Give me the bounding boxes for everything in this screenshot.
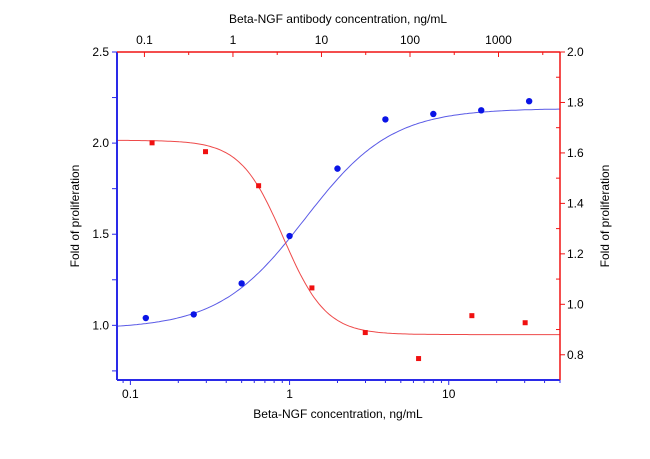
data-point-series-1 — [256, 183, 262, 189]
y-right-tick-label: 1.6 — [567, 146, 584, 160]
data-point-series-1 — [203, 149, 209, 155]
data-point-series-0 — [238, 280, 245, 287]
y-right-axis-title: Fold of proliferation — [598, 165, 612, 268]
x-top-tick-label: 100 — [400, 33, 420, 47]
y-left-tick-label: 1.0 — [92, 318, 109, 332]
x-top-tick-label: 1 — [230, 33, 237, 47]
data-point-series-1 — [416, 356, 422, 362]
x-top-tick-label: 1000 — [485, 33, 512, 47]
fit-curves — [116, 108, 560, 336]
data-point-series-1 — [469, 313, 475, 319]
data-point-series-0 — [478, 107, 485, 114]
y-right-tick-label: 1.4 — [567, 196, 584, 210]
x-top-tick-label: 10 — [315, 33, 329, 47]
data-point-series-1 — [362, 330, 368, 336]
x-top-axis-title: Beta-NGF antibody concentration, ng/mL — [229, 12, 447, 26]
x-bottom-axis-title: Beta-NGF concentration, ng/mL — [253, 407, 423, 421]
data-point-series-0 — [382, 116, 389, 123]
data-point-series-0 — [525, 98, 533, 105]
data-point-series-0 — [190, 311, 197, 318]
fit-curve-series-1 — [117, 139, 560, 336]
y-right-tick-label: 0.8 — [567, 348, 584, 362]
data-point-series-1 — [149, 140, 155, 146]
data-point-series-0 — [286, 232, 293, 240]
y-right-tick-label: 1.0 — [567, 297, 584, 311]
data-point-series-0 — [334, 165, 341, 172]
y-left-tick-label: 2.0 — [92, 136, 109, 150]
x-top-tick-label: 0.1 — [136, 33, 153, 47]
y-left-axis-title: Fold of proliferation — [68, 165, 82, 268]
y-right-tick-label: 1.2 — [567, 247, 584, 261]
x-bottom-tick-label: 1 — [286, 387, 293, 401]
x-bottom-tick-label: 0.1 — [122, 387, 139, 401]
data-point-series-1 — [522, 320, 528, 326]
data-point-series-0 — [142, 314, 150, 322]
data-points — [142, 98, 533, 362]
y-left-tick-label: 2.5 — [92, 45, 109, 59]
data-point-series-1 — [309, 285, 315, 291]
y-right-tick-label: 1.8 — [567, 95, 584, 109]
x-bottom-tick-label: 10 — [442, 387, 456, 401]
axes: 0.1 1 10 0.1 1 10 100 1000 1.0 1.5 2.0 2.5 0.8 1.0 1.2… — [92, 33, 584, 401]
y-left-tick-label: 1.5 — [92, 227, 109, 241]
y-right-tick-label: 2.0 — [567, 45, 584, 59]
data-point-series-0 — [430, 110, 437, 118]
